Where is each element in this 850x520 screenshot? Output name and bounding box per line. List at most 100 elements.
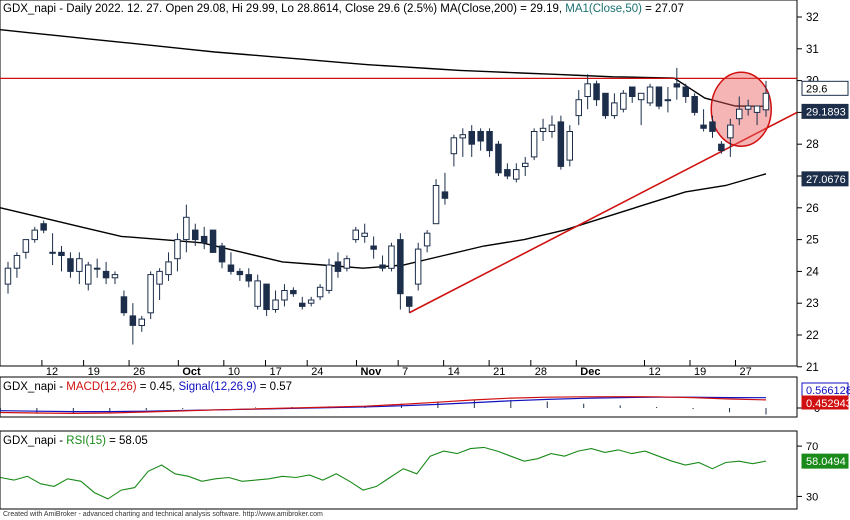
ma50-badge-text: 27.0676 bbox=[806, 174, 846, 186]
up-candle bbox=[388, 242, 395, 272]
candle-body bbox=[611, 102, 618, 117]
candle-body bbox=[584, 83, 591, 98]
up-candle bbox=[753, 105, 761, 126]
price-y-tick-label: 23 bbox=[806, 298, 819, 310]
candle-body bbox=[67, 258, 74, 272]
price-y-tick-label: 21 bbox=[806, 362, 819, 374]
candle-body bbox=[682, 86, 689, 97]
candle-body bbox=[406, 296, 413, 307]
candle-body bbox=[352, 229, 359, 241]
candle-body bbox=[629, 86, 636, 97]
price-y-axis: 212223242526272829303132 bbox=[797, 12, 819, 374]
rsi-header: GDX_napi - RSI(15) = 58.05 bbox=[3, 435, 148, 447]
price-x-label: 7 bbox=[402, 366, 408, 378]
candle-body bbox=[539, 127, 547, 133]
candle-body bbox=[477, 131, 484, 142]
up-candle bbox=[744, 99, 752, 116]
rsi-badge: 58.0494 bbox=[801, 453, 849, 469]
price-x-label: 17 bbox=[270, 366, 282, 378]
up-candle bbox=[423, 230, 431, 253]
candle-body bbox=[441, 191, 449, 199]
candle-body bbox=[548, 124, 556, 132]
up-candle bbox=[13, 252, 21, 278]
down-candle bbox=[67, 252, 74, 278]
price-y-tick-label: 31 bbox=[806, 44, 819, 56]
down-candle bbox=[629, 86, 636, 103]
up-candle bbox=[664, 86, 672, 113]
up-candle bbox=[343, 255, 351, 272]
price-x-label: 21 bbox=[493, 366, 505, 378]
candles bbox=[4, 67, 770, 345]
price-y-tick-label: 28 bbox=[806, 139, 819, 151]
candle-body bbox=[209, 229, 217, 253]
down-candle bbox=[682, 83, 689, 103]
candle-body bbox=[227, 264, 235, 272]
candle-body bbox=[557, 121, 565, 167]
support-trendline bbox=[408, 111, 798, 314]
candle-body bbox=[700, 124, 707, 129]
ma50-badge: 27.0676 bbox=[801, 171, 849, 187]
up-candle bbox=[762, 80, 770, 117]
price-x-label: 24 bbox=[311, 366, 323, 378]
macd-line bbox=[0, 396, 767, 415]
macd-badge-text: 0.452943 bbox=[806, 398, 850, 410]
candle-body bbox=[138, 318, 145, 327]
up-candle bbox=[646, 83, 654, 107]
price-x-label: 26 bbox=[133, 366, 145, 378]
candle-body bbox=[192, 229, 199, 241]
candle-body bbox=[709, 121, 716, 132]
candle-body bbox=[31, 229, 38, 241]
candle-body bbox=[414, 248, 422, 285]
candle-body bbox=[218, 245, 226, 263]
candle-body bbox=[120, 296, 128, 314]
candle-body bbox=[129, 315, 137, 326]
up-candle bbox=[93, 258, 101, 278]
up-candle bbox=[637, 92, 645, 126]
rsi-tick-label: 70 bbox=[806, 441, 818, 453]
up-candle bbox=[450, 134, 458, 167]
candle-body bbox=[513, 169, 520, 180]
signal-badge-text: 0.566128 bbox=[806, 385, 850, 397]
down-candle bbox=[58, 245, 65, 272]
candle-body bbox=[307, 299, 315, 304]
candle-body bbox=[727, 124, 734, 139]
candle-body bbox=[370, 245, 377, 250]
down-candle bbox=[495, 141, 502, 176]
price-pane-frame bbox=[0, 0, 798, 367]
up-candle bbox=[281, 284, 288, 307]
down-candle bbox=[655, 86, 663, 110]
price-x-label: 27 bbox=[739, 366, 751, 378]
down-candle bbox=[397, 233, 404, 310]
candle-body bbox=[58, 251, 65, 257]
candle-body bbox=[281, 290, 288, 301]
candle-body bbox=[22, 239, 30, 253]
up-candle bbox=[584, 74, 591, 110]
down-candle bbox=[406, 296, 413, 313]
down-candle bbox=[709, 115, 716, 138]
down-candle bbox=[40, 220, 47, 234]
up-candle bbox=[611, 93, 618, 119]
macd-pane-frame bbox=[0, 376, 798, 418]
close-badge: 29.6 bbox=[801, 80, 849, 96]
up-candle bbox=[147, 271, 154, 320]
up-candle bbox=[727, 118, 734, 157]
candle-body bbox=[111, 274, 119, 279]
rsi-content: 70 30 58.0494 bbox=[0, 441, 849, 503]
candle-body bbox=[93, 267, 101, 270]
rsi-line bbox=[0, 446, 767, 500]
candle-body bbox=[495, 143, 502, 174]
rsi-badge-text: 58.0494 bbox=[806, 456, 846, 468]
up-candle bbox=[530, 128, 538, 161]
up-candle bbox=[548, 115, 556, 138]
up-candle bbox=[76, 252, 83, 285]
candle-body bbox=[85, 264, 92, 285]
candle-body bbox=[334, 261, 342, 272]
candle-body bbox=[361, 232, 368, 237]
price-x-axis: 12 19 26 Oct 10 17 24 Nov 7 14 21 28 Dec 12 19 27 bbox=[41, 360, 752, 378]
candle-body bbox=[602, 92, 609, 117]
down-candle bbox=[209, 229, 217, 253]
up-candle bbox=[272, 290, 279, 313]
ma200-path bbox=[0, 29, 767, 108]
candle-body bbox=[522, 162, 529, 168]
